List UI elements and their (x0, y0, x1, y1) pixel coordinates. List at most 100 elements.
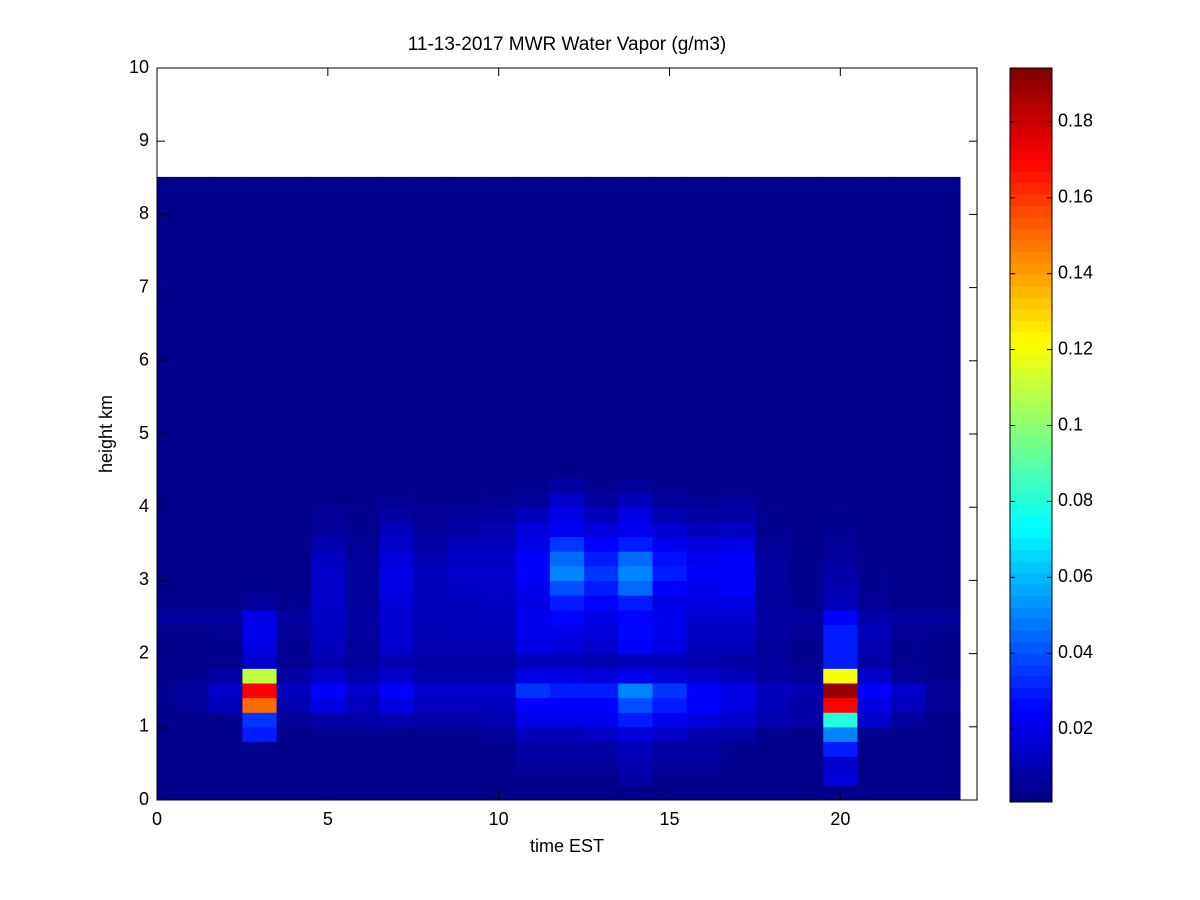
cell (754, 712, 790, 728)
colorbar-swatch (1010, 572, 1052, 585)
colorbar-swatch (1010, 262, 1052, 275)
cell (310, 477, 346, 494)
cell (925, 609, 961, 625)
cell (857, 595, 893, 611)
colorbar-frame (1009, 67, 1053, 803)
cell (515, 726, 551, 743)
axes: 0 5 10 15 20 0 1 2 3 4 5 6 7 8 9 10 (129, 57, 978, 829)
cell (344, 595, 380, 611)
cell (618, 712, 654, 728)
cell (447, 551, 483, 567)
cell (515, 609, 551, 625)
cell (174, 477, 209, 494)
cell (823, 682, 859, 699)
cell (157, 770, 175, 786)
cell (413, 580, 449, 596)
cell (447, 624, 483, 640)
cell (174, 624, 209, 640)
cell (242, 507, 278, 523)
cell (344, 668, 380, 684)
cell (242, 638, 278, 655)
colorbar-swatch (1010, 228, 1052, 241)
cell (789, 176, 824, 374)
cell (515, 477, 551, 494)
cell (242, 726, 278, 743)
cell (242, 770, 278, 786)
cell (242, 682, 278, 699)
cell (686, 741, 722, 757)
cell (584, 697, 619, 713)
cell (413, 741, 449, 757)
cell (413, 638, 449, 655)
cell (652, 551, 688, 567)
cell (618, 521, 654, 538)
cell (276, 756, 312, 772)
cell (584, 595, 619, 611)
cell (584, 372, 619, 479)
cell (549, 638, 585, 655)
cell (857, 726, 893, 743)
colorbar-swatch (1010, 538, 1052, 551)
cell (515, 507, 551, 523)
cell (515, 682, 551, 699)
cell (481, 756, 517, 772)
cell (379, 580, 414, 596)
cell (174, 741, 209, 757)
cell (379, 565, 414, 581)
cell (754, 638, 790, 655)
cell (310, 726, 346, 743)
cell (379, 551, 414, 567)
cell (686, 595, 722, 611)
cell (652, 712, 688, 728)
cell (157, 521, 175, 538)
cell (447, 609, 483, 625)
cell (584, 477, 619, 494)
cell (652, 697, 688, 713)
cell (242, 565, 278, 581)
cell (891, 521, 927, 538)
colorbar-swatch (1010, 435, 1052, 447)
cell (208, 638, 244, 655)
cell (208, 595, 244, 611)
cell (823, 770, 859, 786)
cell (208, 770, 244, 786)
cell (652, 653, 688, 669)
cell (276, 551, 312, 567)
colorbar-swatch (1010, 79, 1052, 92)
cell (720, 609, 756, 625)
cell (754, 697, 790, 713)
cell (208, 507, 244, 523)
cell (174, 712, 209, 728)
colorbar-swatch (1010, 549, 1052, 562)
cell (857, 372, 893, 479)
cell (447, 741, 483, 757)
y-tick-label: 9 (139, 130, 149, 150)
cell (686, 638, 722, 655)
cell (891, 741, 927, 757)
cell (174, 507, 209, 523)
colorbar-swatch (1010, 297, 1052, 310)
chart-title: 11-13-2017 MWR Water Vapor (g/m3) (408, 34, 727, 55)
cell (310, 372, 346, 479)
colorbar-swatch (1010, 480, 1052, 493)
cell (686, 770, 722, 786)
colorbar-swatch (1010, 182, 1052, 195)
cell (754, 507, 790, 523)
cell (344, 536, 380, 552)
cell (344, 712, 380, 728)
cell (447, 638, 483, 655)
cell (413, 682, 449, 699)
cell (652, 624, 688, 640)
cell (379, 624, 414, 640)
cell (208, 551, 244, 567)
cell (925, 785, 961, 800)
cell (754, 372, 790, 479)
cell (310, 551, 346, 567)
cell (584, 741, 619, 757)
cell (157, 565, 175, 581)
cell (789, 536, 824, 552)
cell (925, 726, 961, 743)
cell (823, 756, 859, 772)
y-tick-label: 8 (139, 203, 149, 223)
cell (754, 551, 790, 567)
